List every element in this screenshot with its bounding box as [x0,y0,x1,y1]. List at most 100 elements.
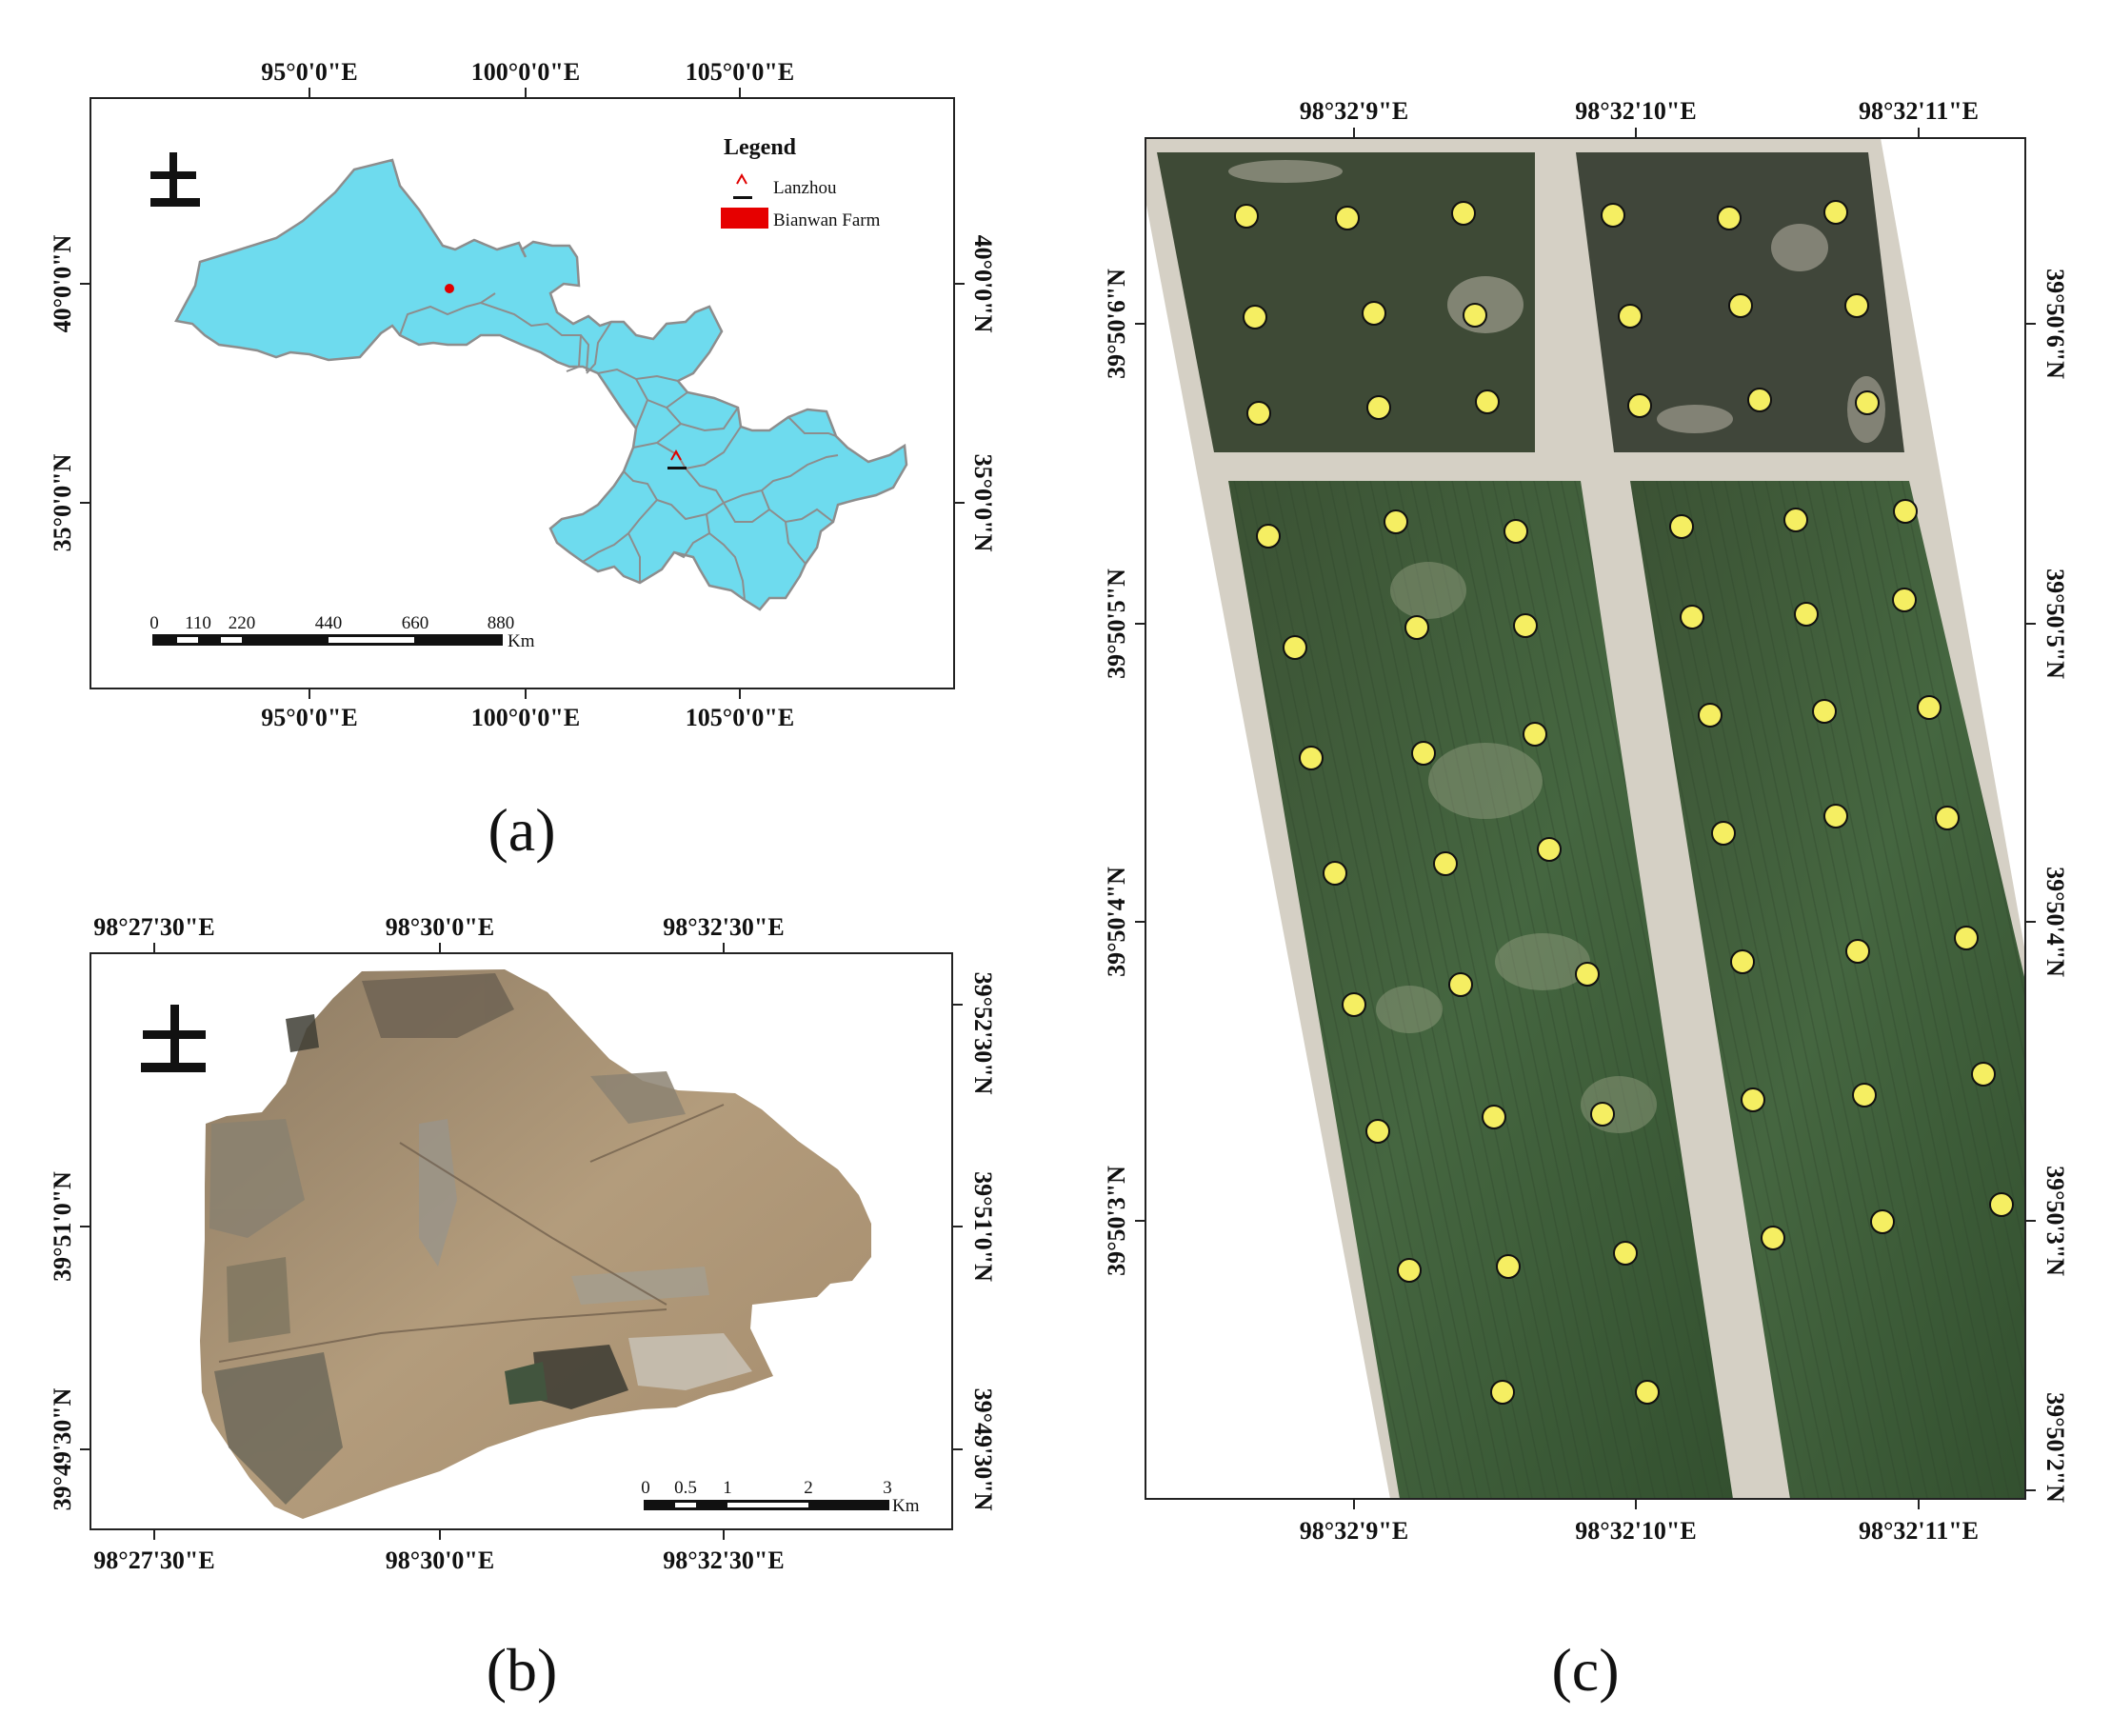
sample-point [1812,699,1837,724]
panel-a: 95°0'0"E 100°0'0"E 105°0'0"E 95°0'0"E 10… [49,58,997,864]
scale-b-tick-2: 2 [804,1478,813,1498]
panel-c-lat-right-2: 39°50'5"N [2041,569,2069,679]
sample-point [1490,1380,1515,1405]
bianwan-farm-marker [445,284,454,293]
panel-c-lon-bottom-1: 98°32'9"E [1300,1517,1408,1545]
panel-a-lon-top-3: 105°0'0"E [686,58,794,86]
panel-b-right-ticks: 39°52'30"N 39°51'0"N 39°49'30"N [952,972,997,1511]
panel-a-lat-left-1: 40°0'0"N [49,234,76,332]
sample-point [1954,926,1979,950]
sample-point [1711,821,1736,846]
sample-point [1448,972,1473,997]
panel-b-lon-top-1: 98°27'30"E [93,913,214,941]
legend-red-patch-icon [721,208,768,229]
panel-c-lat-left-1: 39°50'6"N [1103,269,1130,379]
sample-point [1844,293,1869,318]
sample-point [1717,206,1742,230]
sample-point [1669,514,1694,539]
panel-c-lon-top-2: 98°32'10"E [1575,97,1696,125]
sample-point [1613,1241,1638,1266]
panel-b-top-ticks: 98°27'30"E 98°30'0"E 98°32'30"E [93,913,785,953]
scale-b-tick-3: 3 [883,1478,892,1498]
north-arrow-icon [150,152,200,207]
panel-a-lon-top-2: 100°0'0"E [471,58,580,86]
aerial-image [1145,138,2025,1499]
sample-point [1823,804,1848,828]
imagery-texture [209,973,752,1505]
panel-c-lat-right-4: 39°50'3"N [2041,1166,2069,1276]
panel-c-lon-top-1: 98°32'9"E [1300,97,1408,125]
scale-a-tick-110: 110 [185,613,211,633]
sample-point [1823,200,1848,225]
panel-b-lat-left-2: 39°49'30"N [49,1387,76,1510]
panel-a-label: (a) [488,796,555,864]
sample-point [1342,992,1366,1017]
imagery-roads [218,1104,725,1363]
panel-b: 98°27'30"E 98°30'0"E 98°32'30"E 98°27'30… [49,913,997,1704]
sample-point [1475,389,1500,414]
panel-b-lat-right-2: 39°51'0"N [969,1171,997,1282]
sample-point [1601,203,1625,228]
sample-point [1365,1119,1390,1144]
panel-a-lon-bottom-1: 95°0'0"E [261,704,357,731]
panel-b-bottom-ticks: 98°27'30"E 98°30'0"E 98°32'30"E [93,1529,785,1574]
panel-b-scale-bar: 0 0.5 1 2 3 Km [641,1478,919,1516]
panel-c-top-ticks: 98°32'9"E 98°32'10"E 98°32'11"E [1300,97,1979,138]
sample-point [1917,695,1942,720]
sample-point [1299,746,1324,770]
scale-a-tick-440: 440 [315,613,343,633]
sample-point [1384,509,1408,534]
scale-b-tick-0: 0 [641,1478,650,1498]
sample-point [1335,206,1360,230]
sample-point [1575,962,1600,987]
panel-a-lat-right-1: 40°0'0"N [969,235,997,333]
panel-b-label: (b) [487,1636,558,1704]
sample-point [1989,1192,2014,1217]
sample-point [1433,851,1458,876]
panel-a-lon-top-1: 95°0'0"E [261,58,357,86]
sample-point [1451,201,1476,226]
panel-b-left-ticks: 39°51'0"N 39°49'30"N [49,1171,90,1510]
legend: Legend Lanzhou Bianwan Farm [721,135,881,230]
legend-capital-marker-icon [733,172,752,199]
scale-a-tick-880: 880 [488,613,515,633]
panel-a-lon-bottom-3: 105°0'0"E [686,704,794,731]
sample-point [1741,1087,1765,1112]
sample-point [1730,949,1755,974]
legend-title: Legend [724,135,797,160]
scale-b-tick-05: 0.5 [674,1478,697,1498]
panel-c-label: (c) [1551,1636,1619,1704]
sample-point [1504,519,1528,544]
sample-point [1870,1209,1895,1234]
panel-c-lon-top-3: 98°32'11"E [1859,97,1979,125]
province-outline [174,158,908,611]
sample-point [1845,939,1870,964]
sample-point [1747,388,1772,412]
satellite-image [200,969,871,1519]
sample-point [1783,508,1808,532]
sample-point [1404,615,1429,640]
sample-point [1283,635,1307,660]
sample-point [1680,605,1704,629]
panel-c-lat-right-5: 39°50'2"N [2041,1392,2069,1503]
sample-point [1698,703,1723,728]
panel-c-lon-bottom-3: 98°32'11"E [1859,1517,1979,1545]
sample-point [1523,722,1547,747]
panel-b-lat-right-3: 39°49'30"N [969,1388,997,1511]
sample-point [1590,1102,1615,1127]
panel-a-frame [90,97,955,689]
panel-b-lat-left-1: 39°51'0"N [49,1171,76,1282]
panel-a-bottom-ticks: 95°0'0"E 100°0'0"E 105°0'0"E [261,688,794,731]
panel-a-left-ticks: 40°0'0"N 35°0'0"N [49,234,90,551]
panel-a-scale-bar: 0 110 220 440 660 880 Km [149,613,534,651]
province-map [174,158,908,611]
scale-a-unit: Km [508,631,535,651]
scale-b-unit: Km [892,1496,920,1516]
legend-item-lanzhou: Lanzhou [773,178,837,198]
sample-point [1513,613,1538,638]
sample-point [1935,806,1960,830]
panel-c-lon-bottom-2: 98°32'10"E [1575,1517,1696,1545]
panel-c-left-ticks: 39°50'6"N 39°50'5"N 39°50'4"N 39°50'3"N [1103,269,1145,1276]
panel-c-lat-right-1: 39°50'6"N [2041,269,2069,379]
sample-point [1855,390,1880,415]
